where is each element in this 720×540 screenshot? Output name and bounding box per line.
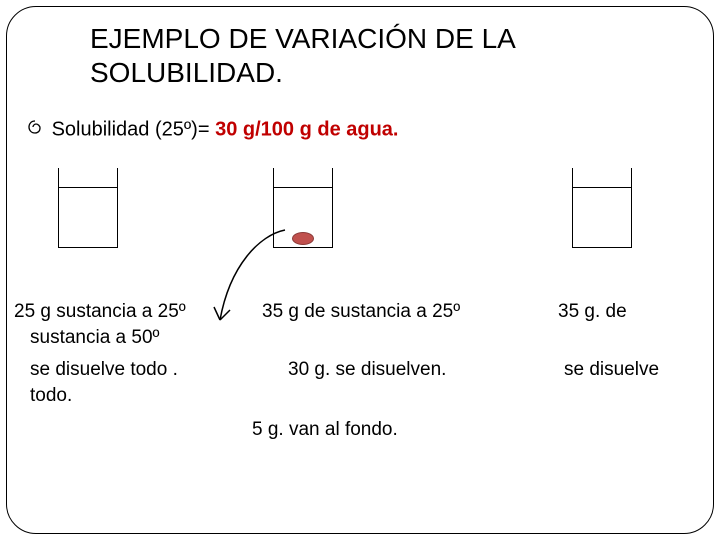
- caption-col2-line1: 35 g de sustancia a 25º: [262, 300, 522, 325]
- subtitle-row: Solubilidad (25º)= 30 g/100 g de agua.: [26, 118, 399, 142]
- subtitle-prefix: Solubilidad (25º)=: [52, 119, 216, 141]
- caption-col2-line2: 30 g. se disuelven.: [288, 358, 508, 383]
- caption-col1-line4: todo.: [30, 384, 240, 409]
- beaker-3-fill-line: [573, 187, 631, 247]
- beaker-1-fill-line: [59, 187, 117, 247]
- beaker-1: [58, 168, 118, 248]
- beaker-3: [572, 168, 632, 248]
- caption-col3-line2: se disuelve: [564, 358, 720, 383]
- slide-title: EJEMPLO DE VARIACIÓN DE LA SOLUBILIDAD.: [90, 22, 650, 89]
- caption-col3-line1: 35 g. de: [558, 300, 718, 325]
- swirl-bullet-icon: [26, 118, 44, 142]
- caption-col1-line1: 25 g sustancia a 25º: [14, 300, 224, 325]
- caption-col2-line3: 5 g. van al fondo.: [252, 418, 472, 443]
- subtitle-highlight: 30 g/100 g de agua.: [215, 119, 398, 141]
- caption-col1-line2: sustancia a 50º: [30, 326, 240, 351]
- caption-col1-line3: se disuelve todo .: [30, 358, 240, 383]
